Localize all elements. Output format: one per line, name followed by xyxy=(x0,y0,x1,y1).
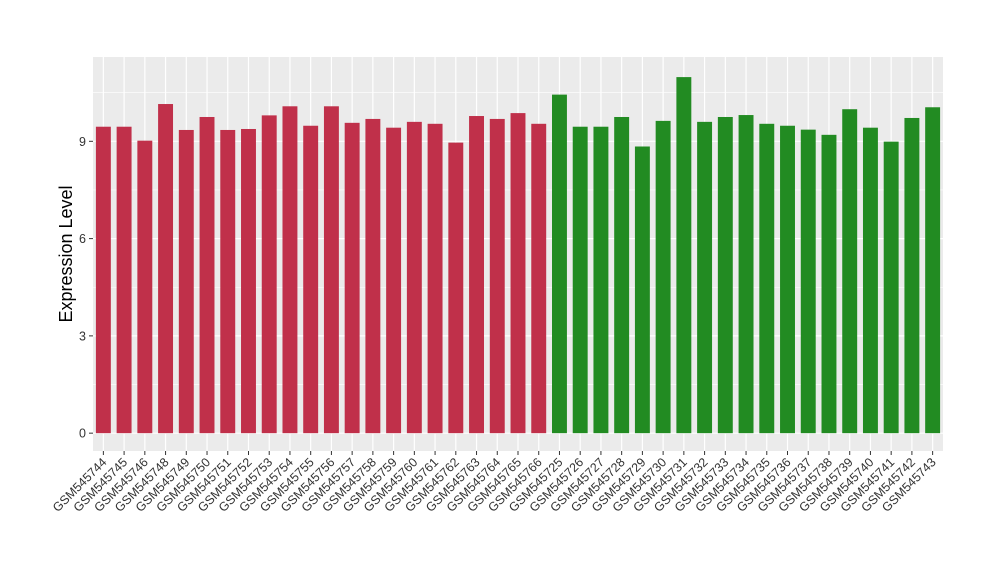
bar-GSM545737 xyxy=(800,129,816,434)
bar-GSM545734 xyxy=(738,115,754,434)
y-tick-label: 3 xyxy=(79,329,86,343)
bar-GSM545754 xyxy=(282,106,298,434)
bar-GSM545731 xyxy=(676,77,692,434)
y-tick-label: 6 xyxy=(79,232,86,246)
bar-GSM545740 xyxy=(862,127,878,434)
bar-GSM545762 xyxy=(448,142,464,434)
bar-GSM545742 xyxy=(904,117,920,434)
bar-GSM545745 xyxy=(116,126,132,434)
bar-GSM545746 xyxy=(137,140,153,434)
bar-GSM545751 xyxy=(220,129,236,434)
y-tick-label: 9 xyxy=(79,135,86,149)
bar-GSM545750 xyxy=(199,116,215,434)
bar-GSM545760 xyxy=(406,121,422,434)
y-tick-label: 0 xyxy=(79,427,86,441)
bars xyxy=(95,77,941,434)
bar-GSM545748 xyxy=(158,104,174,434)
bar-GSM545727 xyxy=(593,126,609,434)
bar-GSM545732 xyxy=(697,121,713,434)
bar-GSM545743 xyxy=(925,107,941,434)
bar-GSM545756 xyxy=(323,106,339,434)
bar-GSM545766 xyxy=(531,123,547,434)
bar-GSM545761 xyxy=(427,123,443,434)
bar-GSM545726 xyxy=(572,126,588,434)
bar-GSM545739 xyxy=(842,109,858,434)
bar-GSM545764 xyxy=(489,118,505,434)
bar-GSM545753 xyxy=(261,115,277,434)
bar-GSM545725 xyxy=(552,94,567,434)
bar-GSM545757 xyxy=(344,122,360,434)
bar-GSM545738 xyxy=(821,134,837,434)
bar-GSM545765 xyxy=(510,113,526,434)
y-axis: 0 3 6 9 xyxy=(79,135,93,441)
bar-GSM545733 xyxy=(717,116,733,434)
x-axis: GSM545744GSM545745GSM545746GSM545748GSM5… xyxy=(50,451,939,515)
bar-GSM545736 xyxy=(780,125,795,434)
bar-GSM545729 xyxy=(634,146,650,434)
bar-GSM545744 xyxy=(95,126,111,434)
bar-GSM545758 xyxy=(365,118,381,434)
bar-GSM545752 xyxy=(241,128,256,434)
bar-GSM545759 xyxy=(386,127,402,434)
bar-GSM545763 xyxy=(469,116,484,434)
bar-GSM545749 xyxy=(178,129,194,434)
y-axis-title: Expression Level xyxy=(56,185,76,322)
bar-GSM545730 xyxy=(655,120,671,434)
bar-GSM545728 xyxy=(614,116,630,434)
bar-GSM545735 xyxy=(759,123,775,434)
bar-GSM545755 xyxy=(303,125,319,434)
bar-GSM545741 xyxy=(883,141,899,434)
